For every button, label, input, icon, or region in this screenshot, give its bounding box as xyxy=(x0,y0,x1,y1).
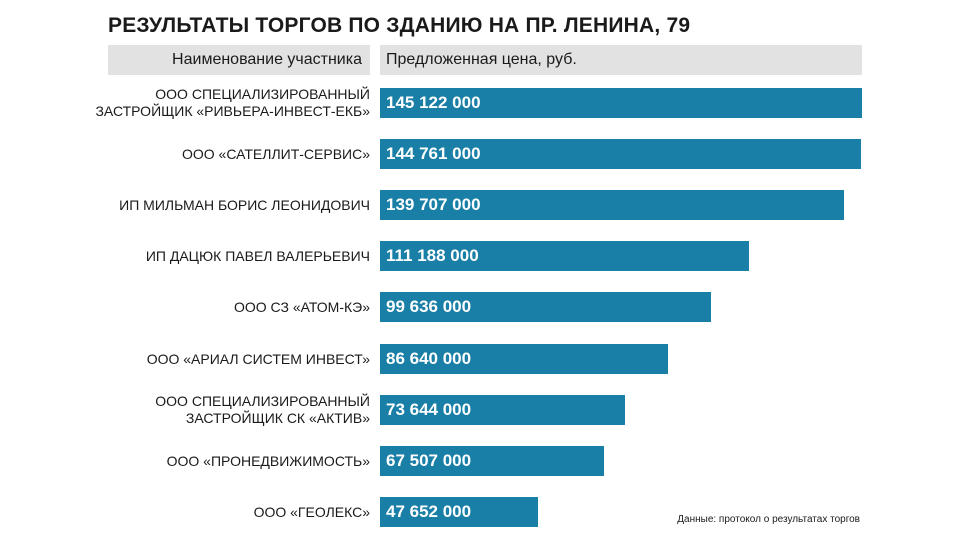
participant-label-line: ООО СПЕЦИАЛИЗИРОВАННЫЙ xyxy=(155,393,370,409)
participant-label: ООО «ГЕОЛЕКС» xyxy=(60,492,370,532)
price-bar xyxy=(380,292,711,322)
price-value-label: 139 707 000 xyxy=(386,195,481,214)
price-value-label: 144 761 000 xyxy=(386,144,481,163)
price-bar xyxy=(380,190,844,220)
price-bar xyxy=(380,446,604,476)
participant-label: ООО «САТЕЛЛИТ-СЕРВИС» xyxy=(60,134,370,174)
participant-label-line: ООО «ПРОНЕДВИЖИМОСТЬ» xyxy=(166,452,370,469)
price-bar xyxy=(380,344,668,374)
participant-label-line: ООО «ГЕОЛЕКС» xyxy=(253,503,370,520)
price-value-label: 145 122 000 xyxy=(386,93,481,112)
participant-column-header: Наименование участника xyxy=(108,45,370,75)
participant-label: ООО СЗ «АТОМ-КЭ» xyxy=(60,287,370,327)
participant-label: ИП ДАЦЮК ПАВЕЛ ВАЛЕРЬЕВИЧ xyxy=(60,236,370,276)
price-bar xyxy=(380,241,749,271)
participant-label: ООО СПЕЦИАЛИЗИРОВАННЫЙ ЗАСТРОЙЩИК «РИВЬЕР… xyxy=(60,83,370,123)
participant-label-line: ООО «САТЕЛЛИТ-СЕРВИС» xyxy=(181,145,370,162)
participant-label-line: ИП МИЛЬМАН БОРИС ЛЕОНИДОВИЧ xyxy=(119,196,370,213)
price-column-header: Предложенная цена, руб. xyxy=(380,45,862,75)
participant-label-line: ИП ДАЦЮК ПАВЕЛ ВАЛЕРЬЕВИЧ xyxy=(145,247,370,264)
price-value-label: 73 644 000 xyxy=(386,400,472,419)
participant-label: ООО «ПРОНЕДВИЖИМОСТЬ» xyxy=(60,441,370,481)
participant-label: ООО СПЕЦИАЛИЗИРОВАННЫЙ ЗАСТРОЙЩИК СК «АКТ… xyxy=(60,390,370,430)
chart-title: РЕЗУЛЬТАТЫ ТОРГОВ ПО ЗДАНИЮ НА ПР. ЛЕНИН… xyxy=(108,14,691,37)
price-bar xyxy=(380,88,862,118)
participant-label: ООО «АРИАЛ СИСТЕМ ИНВЕСТ» xyxy=(60,339,370,379)
participant-label-line: ЗАСТРОЙЩИК «РИВЬЕРА-ИНВЕСТ-ЕКБ» xyxy=(95,103,370,119)
price-value-label: 111 188 000 xyxy=(386,246,479,265)
price-bar xyxy=(380,395,625,425)
participant-label-line: ООО «АРИАЛ СИСТЕМ ИНВЕСТ» xyxy=(146,350,370,367)
source-note: Данные: протокол о результатах торгов xyxy=(677,514,860,525)
participant-label-line: ООО СЗ «АТОМ-КЭ» xyxy=(233,298,370,315)
participant-label-line: ООО СПЕЦИАЛИЗИРОВАННЫЙ xyxy=(155,86,370,102)
price-value-label: 99 636 000 xyxy=(386,297,472,316)
participant-label-line: ЗАСТРОЙЩИК СК «АКТИВ» xyxy=(185,410,370,426)
price-value-label: 67 507 000 xyxy=(386,451,472,470)
price-bar xyxy=(380,139,861,169)
price-bar xyxy=(380,497,538,527)
price-value-label: 47 652 000 xyxy=(386,502,472,521)
price-value-label: 86 640 000 xyxy=(386,349,472,368)
participant-label: ИП МИЛЬМАН БОРИС ЛЕОНИДОВИЧ xyxy=(60,185,370,225)
